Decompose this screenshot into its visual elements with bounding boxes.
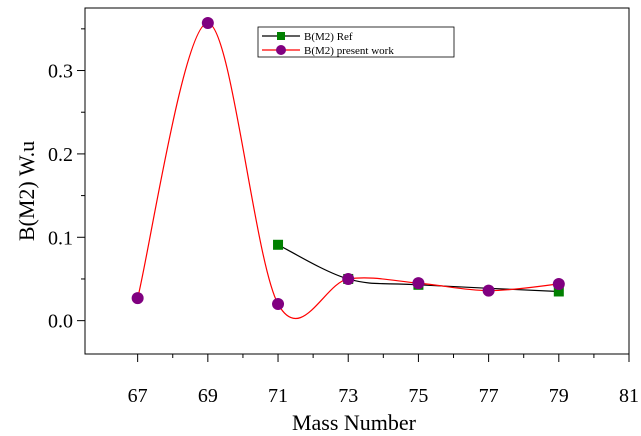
legend: B(M2) Ref B(M2) present work	[257, 26, 455, 58]
x-tick-label: 69	[198, 385, 218, 407]
y-axis-label: B(M2) W.u	[14, 141, 39, 241]
x-tick-label: 71	[268, 385, 288, 407]
legend-marker-present-work	[276, 45, 286, 55]
present-work-point	[201, 17, 214, 30]
x-tick-label: 77	[479, 385, 499, 407]
series-layer	[131, 17, 565, 320]
y-tick-label: 0.3	[48, 61, 73, 83]
x-tick-label: 67	[128, 385, 148, 407]
y-tick-label: 0.0	[48, 311, 73, 333]
ref-series-line	[277, 244, 559, 293]
y-tick-label: 0.1	[48, 227, 73, 249]
present-work-point	[342, 272, 355, 285]
present-work-point	[272, 297, 285, 310]
present-work-point	[482, 284, 495, 297]
legend-box	[257, 26, 455, 58]
x-axis-label: Mass Number	[292, 410, 417, 435]
present-work-point	[412, 277, 425, 290]
ref-point	[273, 239, 284, 250]
axes: 67 69 71 73 75 77 79 81 0.0 0.1 0.2 0.3	[48, 28, 639, 407]
ref-point	[553, 286, 564, 297]
x-tick-label: 73	[338, 385, 358, 407]
y-tick-label: 0.2	[48, 144, 73, 166]
present-work-point	[552, 277, 565, 290]
legend-label-ref: B(M2) Ref	[304, 31, 353, 43]
present-work-series-line	[137, 22, 559, 320]
legend-marker-ref	[277, 32, 285, 40]
x-tick-label: 75	[408, 385, 428, 407]
x-tick-label: 79	[549, 385, 569, 407]
present-work-point	[131, 292, 144, 305]
x-tick-label: 81	[619, 385, 639, 407]
plot-frame	[84, 7, 630, 355]
legend-label-present-work: B(M2) present work	[304, 45, 394, 57]
plot-area	[84, 7, 630, 355]
